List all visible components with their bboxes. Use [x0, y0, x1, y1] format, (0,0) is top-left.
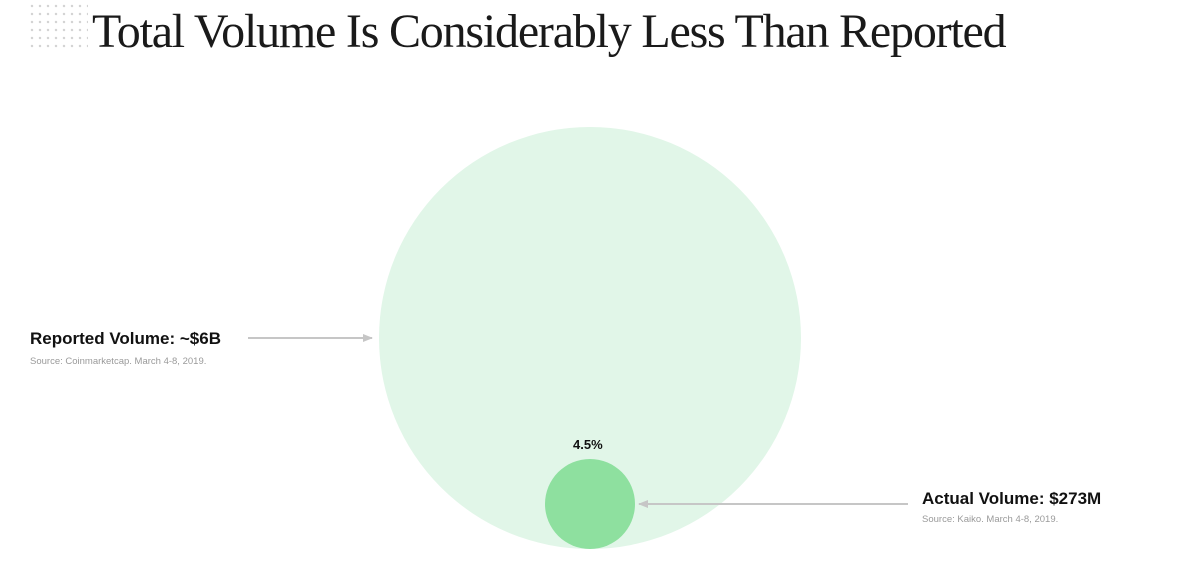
page-title: Total Volume Is Considerably Less Than R…: [92, 5, 1007, 58]
reported-volume-label: Reported Volume: ~$6B: [30, 329, 221, 348]
actual-volume-source: Source: Kaiko. March 4-8, 2019.: [922, 514, 1059, 525]
actual-volume-circle: [544, 458, 636, 549]
reported-volume-source: Source: Coinmarketcap. March 4-8, 2019.: [30, 356, 207, 367]
reported-volume-circle: [379, 127, 801, 549]
decorative-dot-grid: [28, 2, 88, 52]
actual-volume-label: Actual Volume: $273M: [922, 489, 1102, 508]
actual-volume-percent-label: 4.5%: [573, 437, 603, 452]
